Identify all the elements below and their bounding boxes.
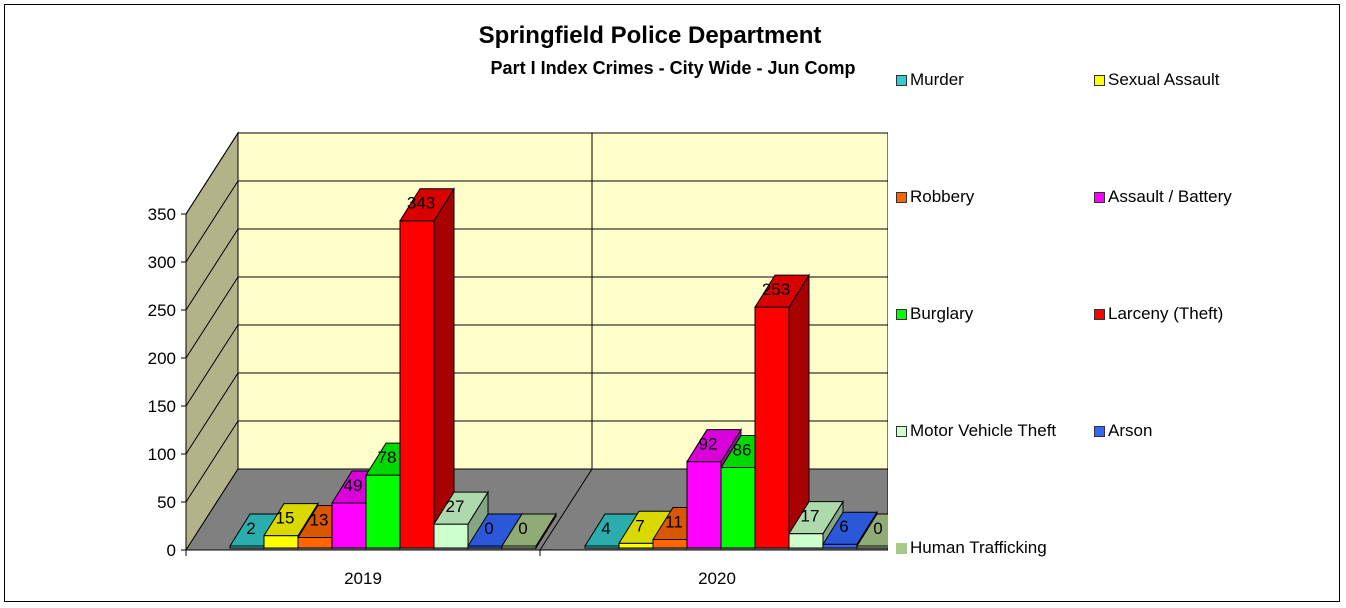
- bar-front: [788, 533, 824, 549]
- legend-swatch: [896, 74, 907, 86]
- gridline: [185, 228, 888, 311]
- y-tick-label: 300: [148, 253, 176, 272]
- y-tick-label: 200: [148, 349, 176, 368]
- bar-top: [788, 501, 844, 535]
- y-tick-label: 150: [148, 397, 176, 416]
- legend-item: Assault / Battery: [1094, 187, 1232, 207]
- y-tick-label: 0: [167, 541, 176, 560]
- bar-front: [652, 538, 688, 549]
- gridline: [185, 324, 888, 407]
- bar-top: [686, 429, 742, 463]
- data-label: 15: [276, 509, 295, 528]
- y-tick-label: 100: [148, 445, 176, 464]
- bar-front: [263, 535, 299, 549]
- legend-swatch: [1094, 425, 1105, 437]
- data-label: 86: [733, 440, 752, 459]
- legend-label: Motor Vehicle Theft: [910, 421, 1057, 440]
- data-label: 253: [762, 280, 790, 299]
- bar-front: [399, 220, 435, 549]
- legend-item: Sexual Assault: [1094, 70, 1220, 90]
- legend-label: Sexual Assault: [1108, 70, 1220, 89]
- bar-front: [433, 523, 469, 549]
- bar-front: [686, 461, 722, 549]
- bar-front: [720, 466, 756, 549]
- legend-swatch: [1094, 308, 1105, 320]
- bar-front: [822, 543, 858, 549]
- legend-item: Larceny (Theft): [1094, 304, 1223, 324]
- floor-divider: [539, 468, 593, 551]
- data-label: 343: [407, 194, 435, 213]
- data-label: 49: [344, 476, 363, 495]
- data-label: 2: [246, 519, 255, 538]
- legend-swatch: [896, 425, 907, 437]
- bar-top: [263, 503, 319, 537]
- bar-front: [331, 502, 367, 549]
- legend-swatch: [896, 191, 907, 203]
- data-label: 0: [873, 519, 882, 538]
- data-label: 6: [839, 517, 848, 536]
- gridline: [185, 132, 888, 215]
- bar-top: [501, 513, 557, 547]
- legend-label: Arson: [1108, 421, 1153, 440]
- gridline: [185, 276, 888, 359]
- bar-top: [754, 274, 810, 308]
- chart-title-area: Springfield Police Department Part I Ind…: [0, 22, 1346, 82]
- legend-swatch: [1094, 191, 1105, 203]
- chart-legend: Murder Sexual Assault Robbery Assault / Bat…: [888, 60, 1333, 580]
- chart-subtitle: Part I Index Crimes - City Wide - Jun Co…: [490, 58, 856, 78]
- gridline: [185, 180, 888, 263]
- y-tick-label: 250: [148, 301, 176, 320]
- data-label: 4: [601, 519, 610, 538]
- legend-label: Robbery: [910, 187, 975, 206]
- legend-label: Human Trafficking: [910, 538, 1047, 557]
- x-category-label: 2019: [344, 569, 382, 588]
- legend-label: Assault / Battery: [1108, 187, 1232, 206]
- bar: [433, 490, 489, 550]
- data-label: 78: [378, 448, 397, 467]
- x-category-label: 2020: [698, 569, 736, 588]
- legend-item: Robbery: [896, 187, 974, 207]
- data-label: 0: [484, 519, 493, 538]
- y-tick-label: 350: [148, 205, 176, 224]
- legend-item: Motor Vehicle Theft: [896, 421, 1056, 441]
- legend-swatch: [896, 308, 907, 320]
- data-label: 17: [801, 507, 820, 526]
- legend-label: Larceny (Theft): [1108, 304, 1224, 323]
- gridline: [185, 372, 888, 455]
- data-label: 0: [518, 519, 527, 538]
- data-label: 11: [665, 512, 683, 531]
- legend-label: Murder: [910, 70, 964, 89]
- bar-side: [433, 186, 455, 550]
- bar-front: [618, 542, 654, 549]
- gridline: [185, 420, 888, 503]
- data-label: 7: [635, 516, 644, 535]
- legend-swatch: [1094, 74, 1105, 86]
- legend-swatch: [896, 542, 907, 554]
- data-label: 27: [446, 497, 465, 516]
- chart-title: Springfield Police Department: [478, 22, 822, 49]
- bar-top: [399, 188, 455, 222]
- data-label: 92: [699, 435, 718, 454]
- bar-front: [365, 474, 401, 549]
- bar-front: [754, 306, 790, 549]
- legend-label: Burglary: [910, 304, 974, 323]
- bar: [399, 186, 455, 550]
- legend-item: Burglary: [896, 304, 973, 324]
- bar: [788, 499, 844, 550]
- legend-item: Murder: [896, 70, 964, 90]
- bar-top: [822, 511, 878, 545]
- bar-top: [433, 491, 489, 525]
- bar: [754, 273, 810, 550]
- y-tick-label: 50: [157, 493, 176, 512]
- bar: [501, 512, 557, 550]
- data-label: 13: [310, 511, 329, 530]
- bar-front: [297, 537, 333, 549]
- legend-item: Human Trafficking: [896, 538, 1047, 558]
- legend-item: Arson: [1094, 421, 1152, 441]
